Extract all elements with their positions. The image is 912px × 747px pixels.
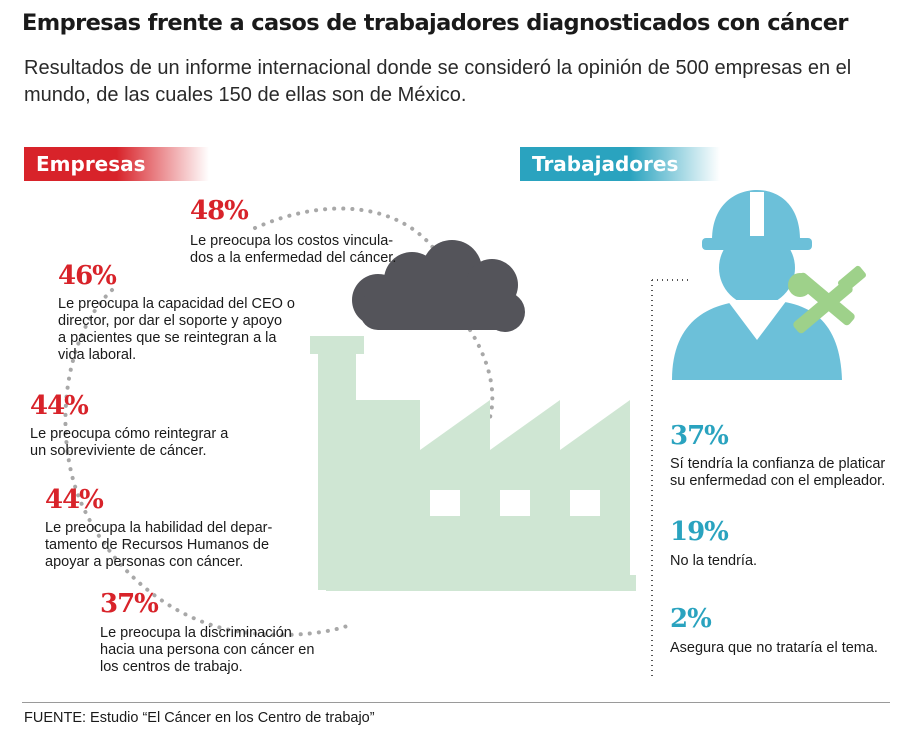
trabajadores-banner: Trabajadores [520, 147, 720, 181]
empresas-text-1: Le preocupa la capacidad del CEO o direc… [58, 296, 295, 363]
wrench-hammer-icon [788, 265, 866, 334]
trabajadores-text-1: No la tendría. [670, 553, 758, 569]
empresas-pct-4: 37% [100, 589, 159, 619]
trabajadores-pct-0: 37% [670, 421, 729, 451]
trabajadores-pct-1: 19% [670, 517, 729, 547]
empresas-text-4: Le preocupa la discriminación hacia una … [100, 625, 315, 675]
empresas-text-3: Le preocupa la habilidad del depar- tame… [45, 520, 273, 570]
footer-divider [22, 702, 890, 703]
factory-windows [430, 490, 600, 516]
empresas-pct-3: 44% [45, 485, 104, 515]
source-note: FUENTE: Estudio “El Cáncer en los Centro… [24, 710, 375, 726]
trabajadores-pct-2: 2% [670, 604, 712, 634]
page-subtitle: Resultados de un informe internacional d… [24, 57, 852, 106]
empresas-banner: Empresas [24, 147, 209, 181]
worker-neck [727, 300, 787, 340]
trabajadores-text-2: Asegura que no trataría el tema. [670, 640, 878, 656]
empresas-pct-1: 46% [58, 261, 117, 291]
dotted-arc [63, 206, 495, 637]
page-title: Empresas frente a casos de trabajadores … [22, 10, 849, 36]
smoke-cloud-icon [352, 240, 525, 332]
factory-icon [310, 336, 636, 591]
empresas-pct-2: 44% [30, 391, 89, 421]
empresas-pct-0: 48% [190, 196, 249, 226]
trabajadores-text-0: Sí tendría la confianza de platicar su e… [670, 456, 886, 489]
hard-hat-band [750, 192, 764, 236]
empresas-text-0: Le preocupa los costos vincula- dos a la… [190, 233, 397, 266]
empresas-text-2: Le preocupa cómo reintegrar a un sobrevi… [30, 426, 229, 459]
